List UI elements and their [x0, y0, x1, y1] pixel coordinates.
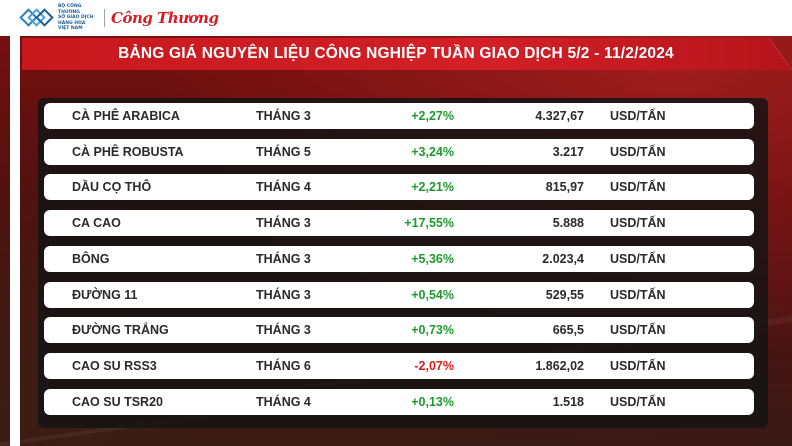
price-change: +17,55% — [404, 216, 454, 231]
title-band — [22, 38, 792, 70]
page-title: BẢNG GIÁ NGUYÊN LIỆU CÔNG NGHIỆP TUẦN GI… — [118, 45, 674, 62]
price-change: +0,13% — [411, 394, 454, 409]
price-value: 4.327,67 — [535, 109, 584, 123]
logo-divider — [104, 9, 105, 27]
price-unit: USD/TẤN — [610, 180, 666, 195]
table-row: CAO SU TSR20 THÁNG 4 +0,13% 1.518 USD/TẤN — [44, 388, 754, 415]
price-unit: USD/TẤN — [610, 358, 666, 373]
commodity-name: ĐƯỜNG 11 — [72, 287, 138, 302]
logo: BỘ CÔNG THƯƠNG SỞ GIAO DỊCH HÀNG HÓA VIỆ… — [19, 4, 219, 32]
price-change: +2,27% — [411, 109, 454, 123]
price-change: +2,21% — [411, 180, 454, 195]
table-row: DẦU CỌ THÔ THÁNG 4 +2,21% 815,97 USD/TẤN — [44, 174, 754, 201]
contract-month: THÁNG 4 — [256, 180, 311, 195]
brand-name: Công Thương — [111, 9, 219, 27]
commodity-name: CA CAO — [72, 216, 121, 231]
contract-month: THÁNG 3 — [256, 323, 311, 338]
side-accent-bar — [10, 36, 20, 446]
commodity-name: DẦU CỌ THÔ — [72, 180, 152, 195]
price-value: 5.888 — [552, 216, 584, 231]
price-change: +0,54% — [411, 287, 454, 302]
commodity-name: CAO SU TSR20 — [72, 394, 163, 409]
table-row: CÀ PHÊ ROBUSTA THÁNG 5 +3,24% 3.217 USD/TẤN — [44, 138, 754, 165]
price-unit: USD/TẤN — [610, 394, 666, 409]
price-change: +0,73% — [411, 323, 454, 338]
contract-month: THÁNG 4 — [256, 394, 311, 409]
table-row: ĐƯỜNG TRẮNG THÁNG 3 +0,73% 665,5 USD/TẤN — [44, 317, 754, 344]
price-value: 529,55 — [545, 287, 584, 302]
price-change: +5,36% — [411, 251, 454, 266]
price-unit: USD/TẤN — [610, 144, 666, 159]
price-unit: USD/TẤN — [610, 251, 666, 266]
table-row: CA CAO THÁNG 3 +17,55% 5.888 USD/TẤN — [44, 210, 754, 237]
commodity-name: ĐƯỜNG TRẮNG — [72, 323, 169, 338]
price-value: 1.862,02 — [535, 358, 584, 373]
contract-month: THÁNG 3 — [256, 287, 311, 302]
contract-month: THÁNG 3 — [256, 109, 311, 123]
price-value: 815,97 — [545, 180, 584, 195]
price-value: 1.518 — [552, 394, 584, 409]
exchange-logo-icon — [19, 8, 54, 28]
header-bar: BỘ CÔNG THƯƠNG SỞ GIAO DỊCH HÀNG HÓA VIỆ… — [0, 0, 792, 36]
price-value: 3.217 — [552, 144, 584, 159]
contract-month: THÁNG 6 — [256, 358, 311, 373]
price-unit: USD/TẤN — [610, 323, 666, 338]
logo-caption: BỘ CÔNG THƯƠNG SỞ GIAO DỊCH HÀNG HÓA VIỆ… — [58, 4, 94, 32]
contract-month: THÁNG 5 — [256, 144, 311, 159]
price-unit: USD/TẤN — [610, 109, 666, 123]
contract-month: THÁNG 3 — [256, 216, 311, 231]
price-unit: USD/TẤN — [610, 216, 666, 231]
table-row: CÀ PHÊ ARABICA THÁNG 3 +2,27% 4.327,67 USD/T… — [44, 103, 754, 129]
price-value: 665,5 — [552, 323, 584, 338]
price-change: +3,24% — [411, 144, 454, 159]
commodity-name: CÀ PHÊ ARABICA — [72, 109, 180, 123]
price-value: 2.023,4 — [542, 251, 584, 266]
table-row: BÔNG THÁNG 3 +5,36% 2.023,4 USD/TẤN — [44, 245, 754, 272]
commodity-name: CAO SU RSS3 — [72, 358, 157, 373]
price-unit: USD/TẤN — [610, 287, 666, 302]
price-change: -2,07% — [414, 358, 454, 373]
table-row: ĐƯỜNG 11 THÁNG 3 +0,54% 529,55 USD/TẤN — [44, 281, 754, 308]
contract-month: THÁNG 3 — [256, 251, 311, 266]
commodity-name: BÔNG — [72, 251, 110, 266]
commodity-name: CÀ PHÊ ROBUSTA — [72, 144, 184, 159]
table-row: CAO SU RSS3 THÁNG 6 -2,07% 1.862,02 USD/TẤN — [44, 352, 754, 379]
